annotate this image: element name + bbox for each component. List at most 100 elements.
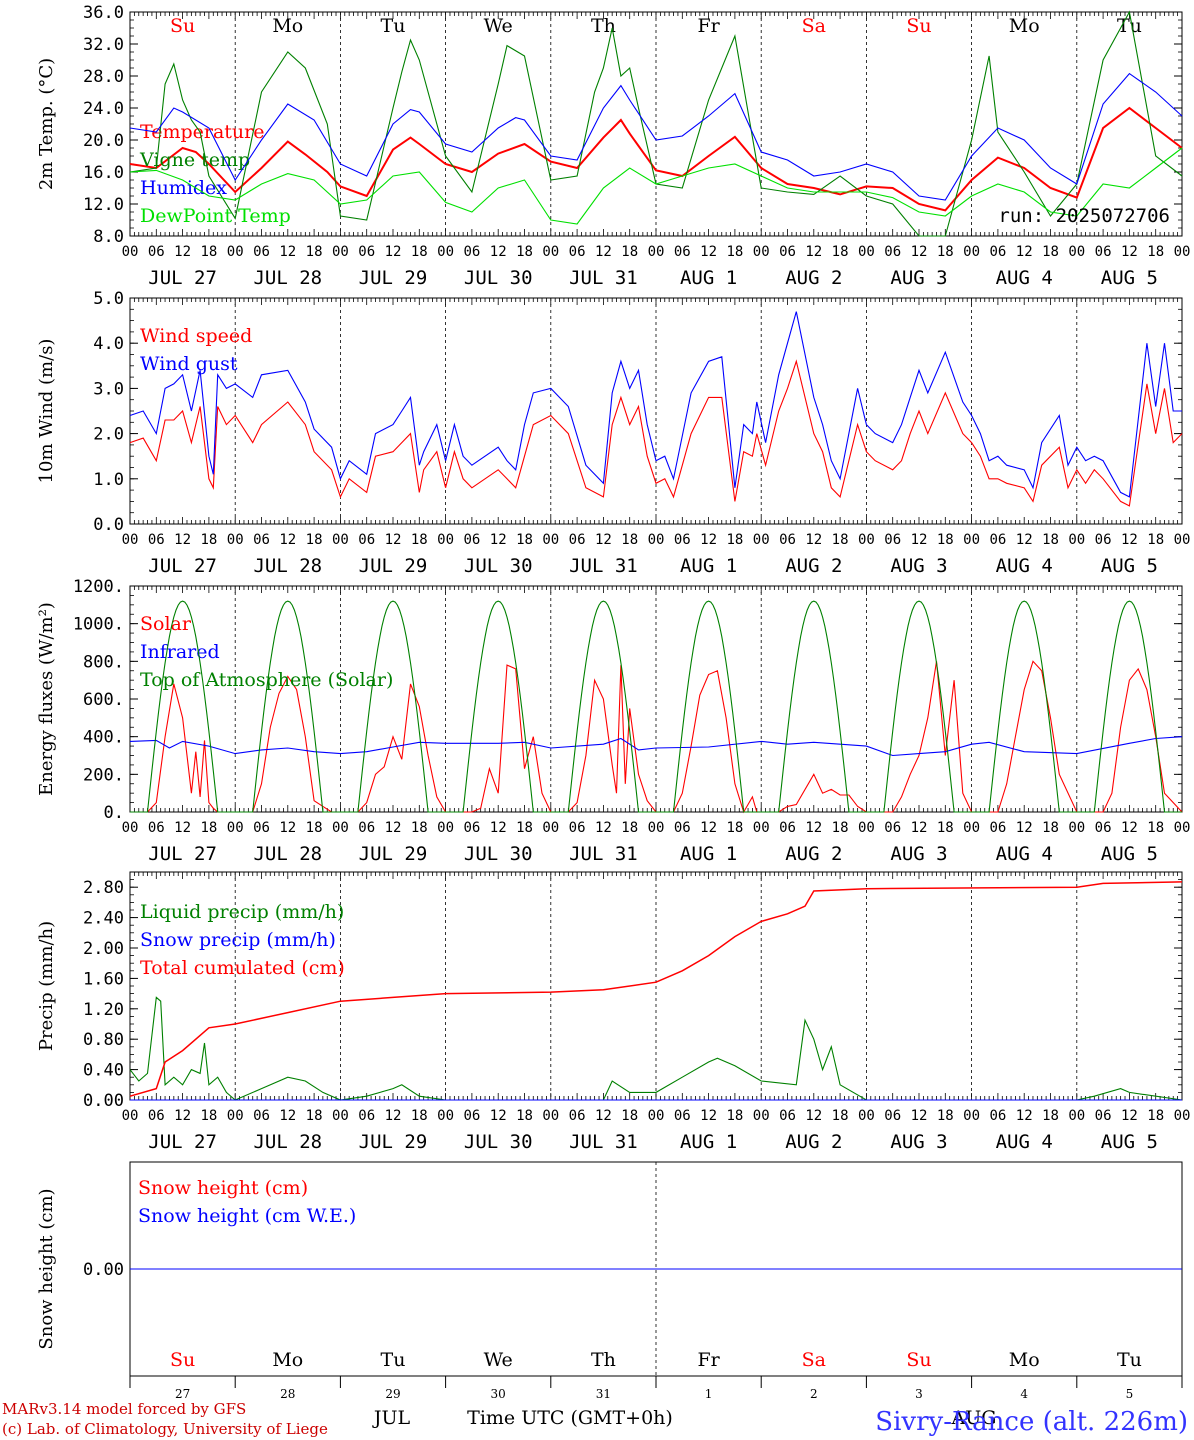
lab-credit: (c) Lab. of Climatology, University of L…	[2, 1420, 328, 1438]
hour-tick-label: 06	[463, 1108, 480, 1124]
y-tick-label: 0.0	[93, 515, 124, 535]
hour-tick-label: 00	[437, 820, 454, 836]
hour-tick-label: 18	[1147, 244, 1164, 260]
hour-tick-label: 12	[490, 532, 507, 548]
hour-tick-label: 06	[253, 532, 270, 548]
hour-tick-label: 06	[253, 1108, 270, 1124]
hour-tick-label: 00	[542, 1108, 559, 1124]
hour-tick-label: 12	[385, 1108, 402, 1124]
hour-tick-label: 00	[648, 1108, 665, 1124]
date-label: AUG 2	[785, 267, 842, 289]
hour-tick-label: 06	[463, 820, 480, 836]
hour-tick-label: 06	[779, 532, 796, 548]
hour-tick-label: 18	[200, 820, 217, 836]
day-number-label: 29	[385, 1387, 400, 1401]
date-label: AUG 4	[996, 555, 1053, 577]
plot-frame	[129, 11, 1183, 237]
y-tick-label: 1000.	[73, 615, 124, 635]
day-of-week-label: Tu	[1117, 15, 1142, 37]
hour-tick-label: 00	[1174, 532, 1191, 548]
month-label-jul: JUL	[372, 1407, 411, 1429]
series-temperature	[129, 106, 1183, 212]
hour-tick-label: 06	[779, 820, 796, 836]
y-tick-label: 0.40	[83, 1061, 124, 1081]
legend-entry: Infrared	[140, 641, 220, 663]
hour-tick-label: 00	[122, 532, 139, 548]
hour-tick-label: 06	[989, 820, 1006, 836]
y-tick-label: 1.20	[83, 1000, 124, 1020]
day-of-week-label: Tu	[1117, 1349, 1142, 1371]
y-tick-label: 2.0	[93, 425, 124, 445]
series-dewpoint-temp	[129, 147, 1183, 225]
hour-tick-label: 18	[832, 532, 849, 548]
hour-tick-label: 06	[358, 244, 375, 260]
y-tick-label: 32.0	[83, 35, 124, 55]
hour-tick-label: 00	[332, 820, 349, 836]
date-label: JUL 31	[569, 843, 638, 865]
day-number-label: 28	[280, 1387, 295, 1401]
hour-tick-label: 12	[595, 244, 612, 260]
panel-1: 8.0 12.0 16.0 20.0 24.0 28.0 32.0 36.0 2m Temp. …	[36, 3, 1190, 289]
hour-tick-label: 00	[1068, 244, 1085, 260]
hour-tick-label: 06	[569, 820, 586, 836]
hour-tick-label: 12	[911, 532, 928, 548]
date-label: JUL 29	[359, 1131, 428, 1153]
y-tick-label: 24.0	[83, 99, 124, 119]
hour-tick-label: 00	[542, 244, 559, 260]
y-tick-label: 600.	[83, 690, 124, 710]
date-label: JUL 27	[148, 555, 217, 577]
hour-tick-label: 06	[989, 244, 1006, 260]
hour-tick-label: 00	[227, 532, 244, 548]
hour-tick-label: 00	[227, 1108, 244, 1124]
hour-tick-label: 00	[542, 820, 559, 836]
day-number-label: 27	[175, 1387, 190, 1401]
hour-tick-label: 18	[411, 1108, 428, 1124]
hour-tick-label: 06	[674, 1108, 691, 1124]
day-number-label: 4	[1020, 1387, 1028, 1401]
hour-tick-label: 12	[279, 244, 296, 260]
hour-tick-label: 12	[1016, 1108, 1033, 1124]
series-total-cumulated-cm	[129, 881, 1183, 1097]
hour-tick-label: 00	[753, 532, 770, 548]
hour-tick-label: 12	[1016, 820, 1033, 836]
y-axis-label: Energy fluxes (W/m²)	[36, 602, 57, 796]
month-label-aug: AUG	[951, 1407, 997, 1429]
date-label: AUG 3	[890, 843, 947, 865]
hour-tick-label: 00	[963, 820, 980, 836]
hour-tick-label: 12	[805, 244, 822, 260]
legend-entry: Liquid precip (mm/h)	[140, 901, 344, 923]
hour-tick-label: 12	[595, 532, 612, 548]
day-of-week-label: Su	[906, 15, 931, 37]
hour-tick-label: 12	[1121, 532, 1138, 548]
hour-tick-label: 18	[1042, 532, 1059, 548]
series-wind-gust	[129, 311, 1182, 498]
date-label: JUL 30	[464, 555, 533, 577]
y-tick-label: 5.0	[93, 289, 124, 309]
hour-tick-label: 06	[253, 244, 270, 260]
hour-tick-label: 06	[148, 820, 165, 836]
date-label: AUG 1	[680, 555, 737, 577]
legend-entry: Snow height (cm W.E.)	[138, 1205, 356, 1227]
hour-ticks	[129, 586, 1183, 812]
y-tick-label: 400.	[83, 728, 124, 748]
y-tick-label: 1200.	[73, 577, 124, 597]
y-tick-label: 16.0	[83, 163, 124, 183]
hour-tick-label: 12	[1016, 244, 1033, 260]
hour-tick-label: 12	[490, 244, 507, 260]
day-of-week-label: Sa	[802, 15, 826, 37]
y-tick-label: 800.	[83, 652, 124, 672]
day-number-label: 30	[491, 1387, 506, 1401]
hour-tick-label: 06	[148, 244, 165, 260]
hour-tick-label: 00	[858, 1108, 875, 1124]
hour-tick-label: 00	[858, 532, 875, 548]
hour-tick-label: 18	[832, 820, 849, 836]
hour-tick-label: 00	[332, 532, 349, 548]
hour-tick-label: 18	[200, 244, 217, 260]
hour-tick-label: 18	[621, 820, 638, 836]
y-axis-label: Snow height (cm)	[36, 1188, 57, 1349]
hour-tick-label: 18	[306, 244, 323, 260]
hour-tick-label: 18	[937, 820, 954, 836]
hour-tick-label: 06	[674, 244, 691, 260]
y-tick-label: 8.0	[93, 227, 124, 247]
